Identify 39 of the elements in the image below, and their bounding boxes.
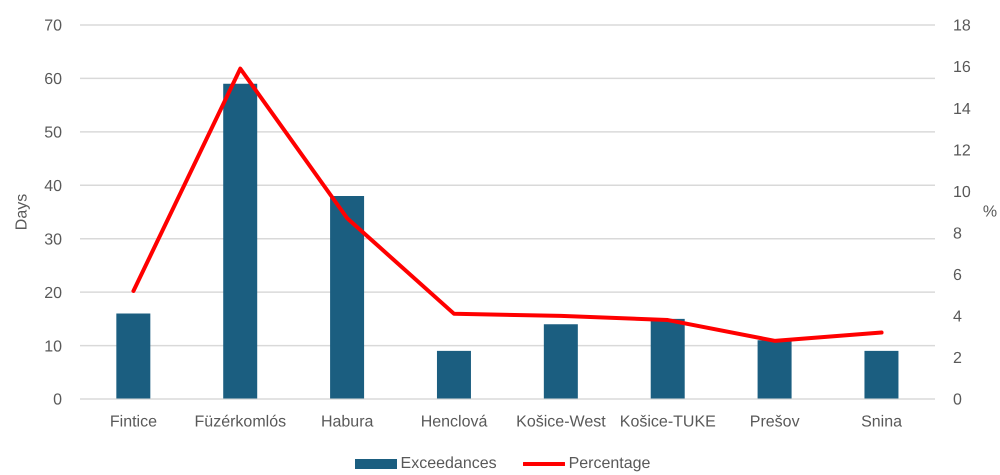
y2-tick-label: 8 xyxy=(953,225,962,242)
y2-tick-label: 4 xyxy=(953,308,962,326)
legend-label: Percentage xyxy=(568,455,650,473)
y-tick-label: 20 xyxy=(44,284,62,302)
x-tick-label: Košice-West xyxy=(516,413,606,430)
y-tick-label: 60 xyxy=(44,71,62,88)
y2-tick-label: 2 xyxy=(953,350,962,368)
y-tick-label: 70 xyxy=(44,18,62,35)
bar xyxy=(544,324,578,399)
x-tick-label: Habura xyxy=(320,413,374,430)
y2-tick-label: 18 xyxy=(953,18,971,35)
bar xyxy=(223,84,258,399)
y2-tick-label: 10 xyxy=(953,184,971,201)
bar xyxy=(330,196,364,399)
x-tick-label: Prešov xyxy=(750,413,800,430)
bar xyxy=(116,314,150,399)
x-tick-label: Füzérkomlós xyxy=(194,413,286,430)
y-tick-label: 40 xyxy=(44,178,62,195)
y2-tick-label: 16 xyxy=(953,59,971,76)
bar xyxy=(650,318,685,399)
x-tick-label: Snina xyxy=(861,413,902,430)
y-tick-label: 0 xyxy=(53,392,62,409)
y2-axis-title: % xyxy=(982,204,998,220)
y-tick-label: 10 xyxy=(44,338,62,356)
y-axis-title: Days xyxy=(14,194,30,230)
y-tick-label: 50 xyxy=(44,124,62,142)
bar xyxy=(864,350,898,399)
y2-tick-label: 14 xyxy=(953,100,971,118)
bar xyxy=(436,350,471,399)
y2-tick-label: 12 xyxy=(953,142,971,160)
x-tick-label: Henclová xyxy=(420,413,488,430)
x-tick-label: Košice-TUKE xyxy=(620,413,716,430)
y2-tick-label: 0 xyxy=(953,392,962,409)
bar xyxy=(758,340,792,399)
x-tick-label: Fintice xyxy=(110,413,158,430)
y-tick-label: 30 xyxy=(44,231,62,248)
y2-tick-label: 6 xyxy=(953,267,962,284)
line-series xyxy=(131,66,884,343)
legend-label: Exceedances xyxy=(400,455,497,473)
